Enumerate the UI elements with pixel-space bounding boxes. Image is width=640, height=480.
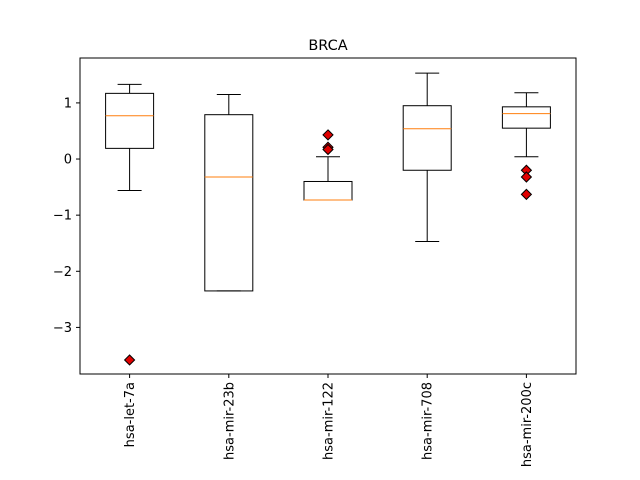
axes: 1 0 −1 −2 −3 hsa-let-7a hsa-mir-23b hsa-mir-122… <box>53 96 535 467</box>
y-tick-label: −2 <box>53 265 72 280</box>
x-tick-label: hsa-mir-23b <box>222 382 237 460</box>
box-group-hsa-mir-122 <box>303 129 353 201</box>
y-tick-label: −1 <box>53 209 72 224</box>
y-tick-label: 0 <box>64 153 72 168</box>
x-tick-label: hsa-let-7a <box>123 382 138 447</box>
box <box>204 114 254 292</box>
box <box>402 105 452 171</box>
outlier-point <box>520 188 533 201</box>
outlier-point <box>123 354 136 366</box>
outlier-point <box>520 171 533 183</box>
x-tick-label: hsa-mir-122 <box>322 382 337 460</box>
chart-title: BRCA <box>308 38 347 54</box>
box <box>105 92 155 149</box>
box-group-hsa-mir-200c <box>501 92 551 201</box>
plot-frame <box>79 57 577 375</box>
y-tick-label: −3 <box>53 321 72 336</box>
box-group-hsa-mir-23b <box>204 93 254 292</box>
y-tick-label: 1 <box>64 96 72 111</box>
x-tick-label: hsa-mir-200c <box>520 382 535 467</box>
outlier-point <box>322 143 334 156</box>
outlier-point <box>322 129 334 141</box>
chart-marks <box>105 72 551 366</box>
box-group-hsa-let-7a <box>105 83 155 366</box>
box-group-hsa-mir-708 <box>402 72 452 243</box>
box <box>501 106 551 129</box>
x-tick-label: hsa-mir-708 <box>421 382 436 460</box>
